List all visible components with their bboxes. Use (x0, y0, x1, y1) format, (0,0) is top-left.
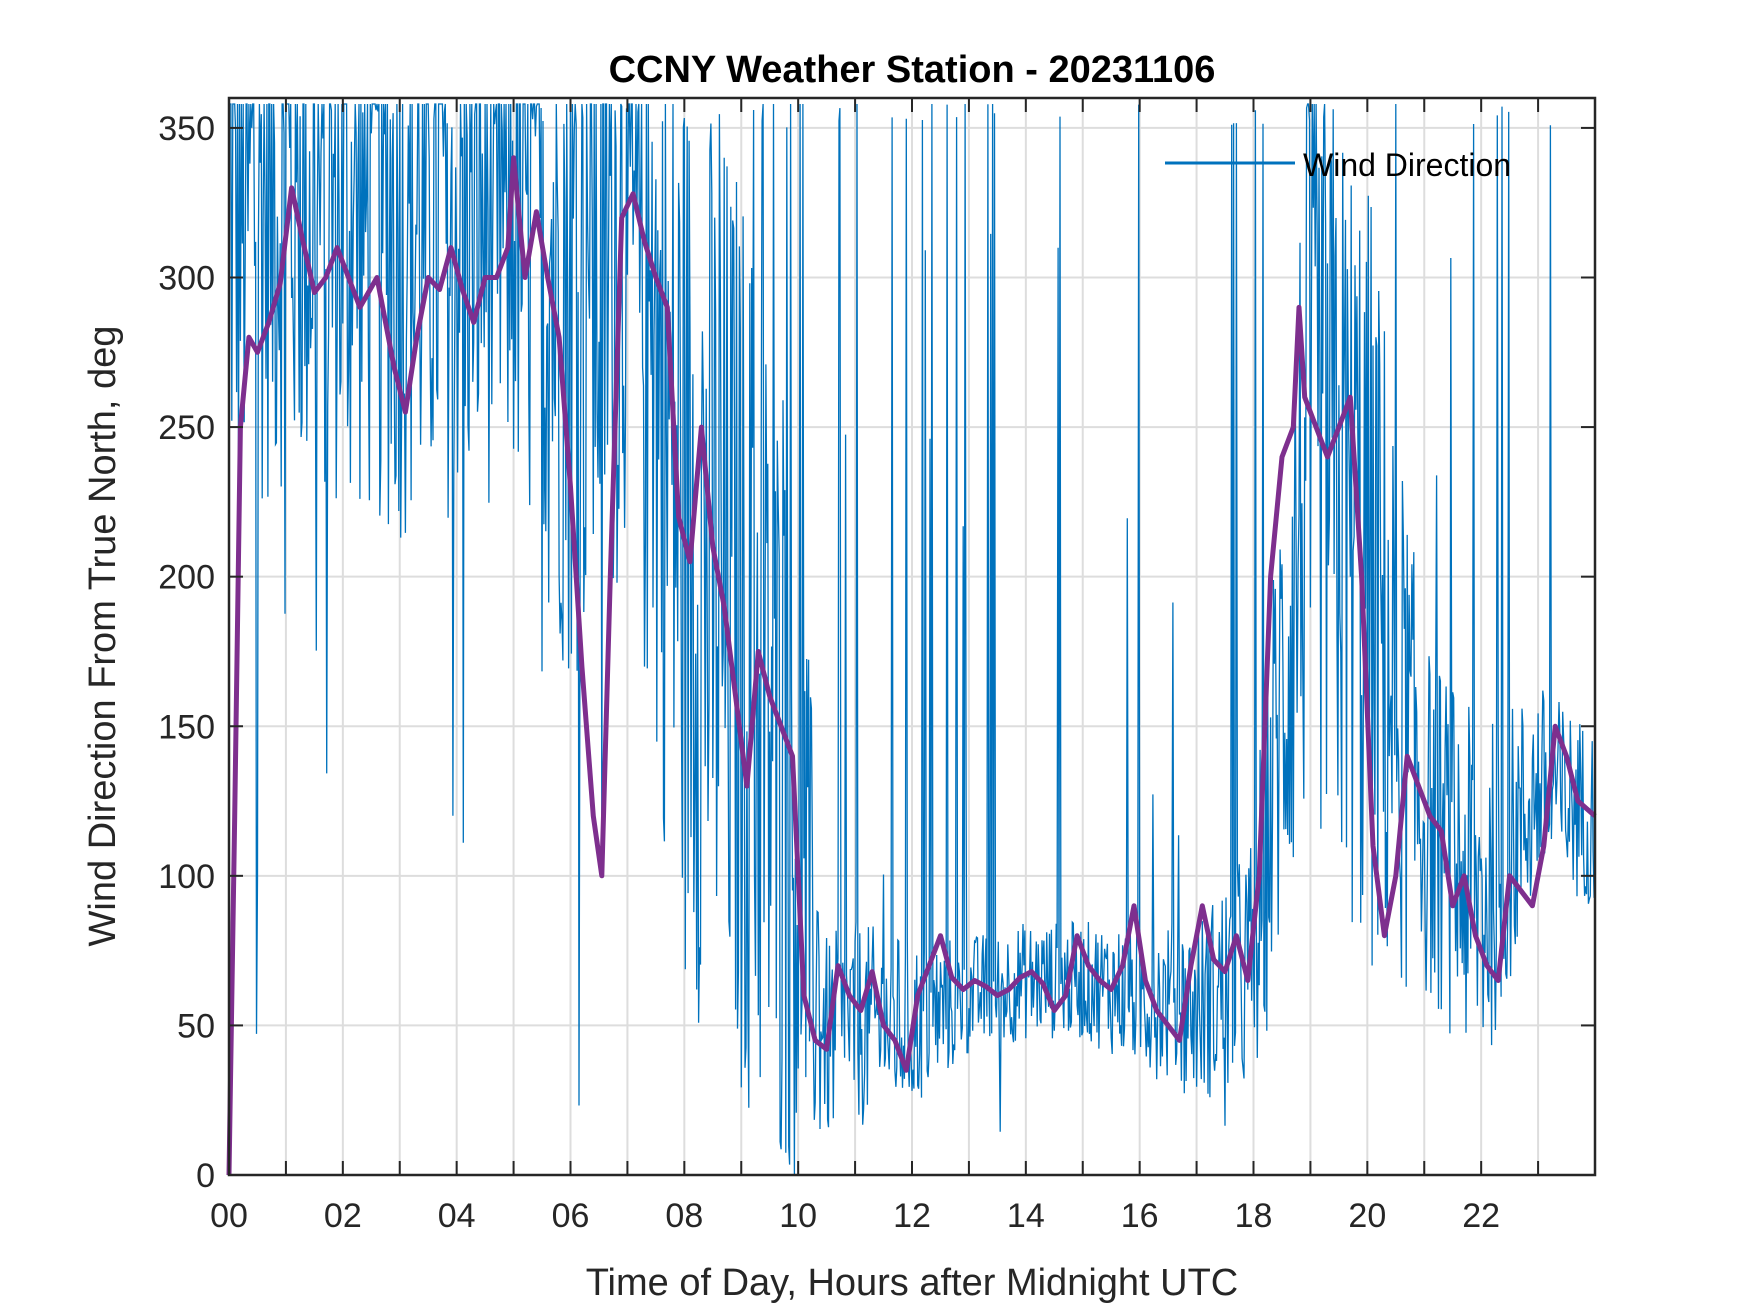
y-tick-label: 150 (158, 708, 215, 746)
chart-title: CCNY Weather Station - 20231106 (609, 49, 1216, 91)
x-tick-label: 16 (1121, 1197, 1159, 1235)
y-tick-label: 0 (196, 1157, 215, 1195)
smoothed-series-layer (226, 155, 1597, 1176)
x-tick-label: 18 (1235, 1197, 1273, 1235)
x-tick-label: 22 (1462, 1197, 1500, 1235)
legend-label-wind-direction: Wind Direction (1303, 147, 1511, 183)
x-tick-label: 06 (552, 1197, 590, 1235)
y-axis-label: Wind Direction From True North, deg (82, 326, 124, 947)
y-tick-label: 350 (158, 110, 215, 148)
y-tick-label: 200 (158, 559, 215, 597)
x-tick-label: 12 (893, 1197, 931, 1235)
x-tick-label: 20 (1348, 1197, 1386, 1235)
y-tick-label: 300 (158, 260, 215, 298)
y-tick-label: 50 (177, 1007, 215, 1045)
y-tick-label: 100 (158, 858, 215, 896)
x-axis-label: Time of Day, Hours after Midnight UTC (586, 1262, 1239, 1304)
x-tick-label: 00 (210, 1197, 248, 1235)
x-tick-label: 14 (1007, 1197, 1045, 1235)
x-tick-label: 08 (665, 1197, 703, 1235)
y-tick-label: 250 (158, 409, 215, 447)
ticks: 00 02 04 06 08 10 12 14 16 18 20 22 0 50 100 150 200 250 3… (158, 98, 1596, 1235)
x-tick-label: 04 (438, 1197, 476, 1235)
legend: Wind Direction (1165, 147, 1511, 183)
x-tick-label: 10 (779, 1197, 817, 1235)
x-tick-label: 02 (324, 1197, 362, 1235)
series-wind-direction-smoothed (226, 155, 1597, 1176)
